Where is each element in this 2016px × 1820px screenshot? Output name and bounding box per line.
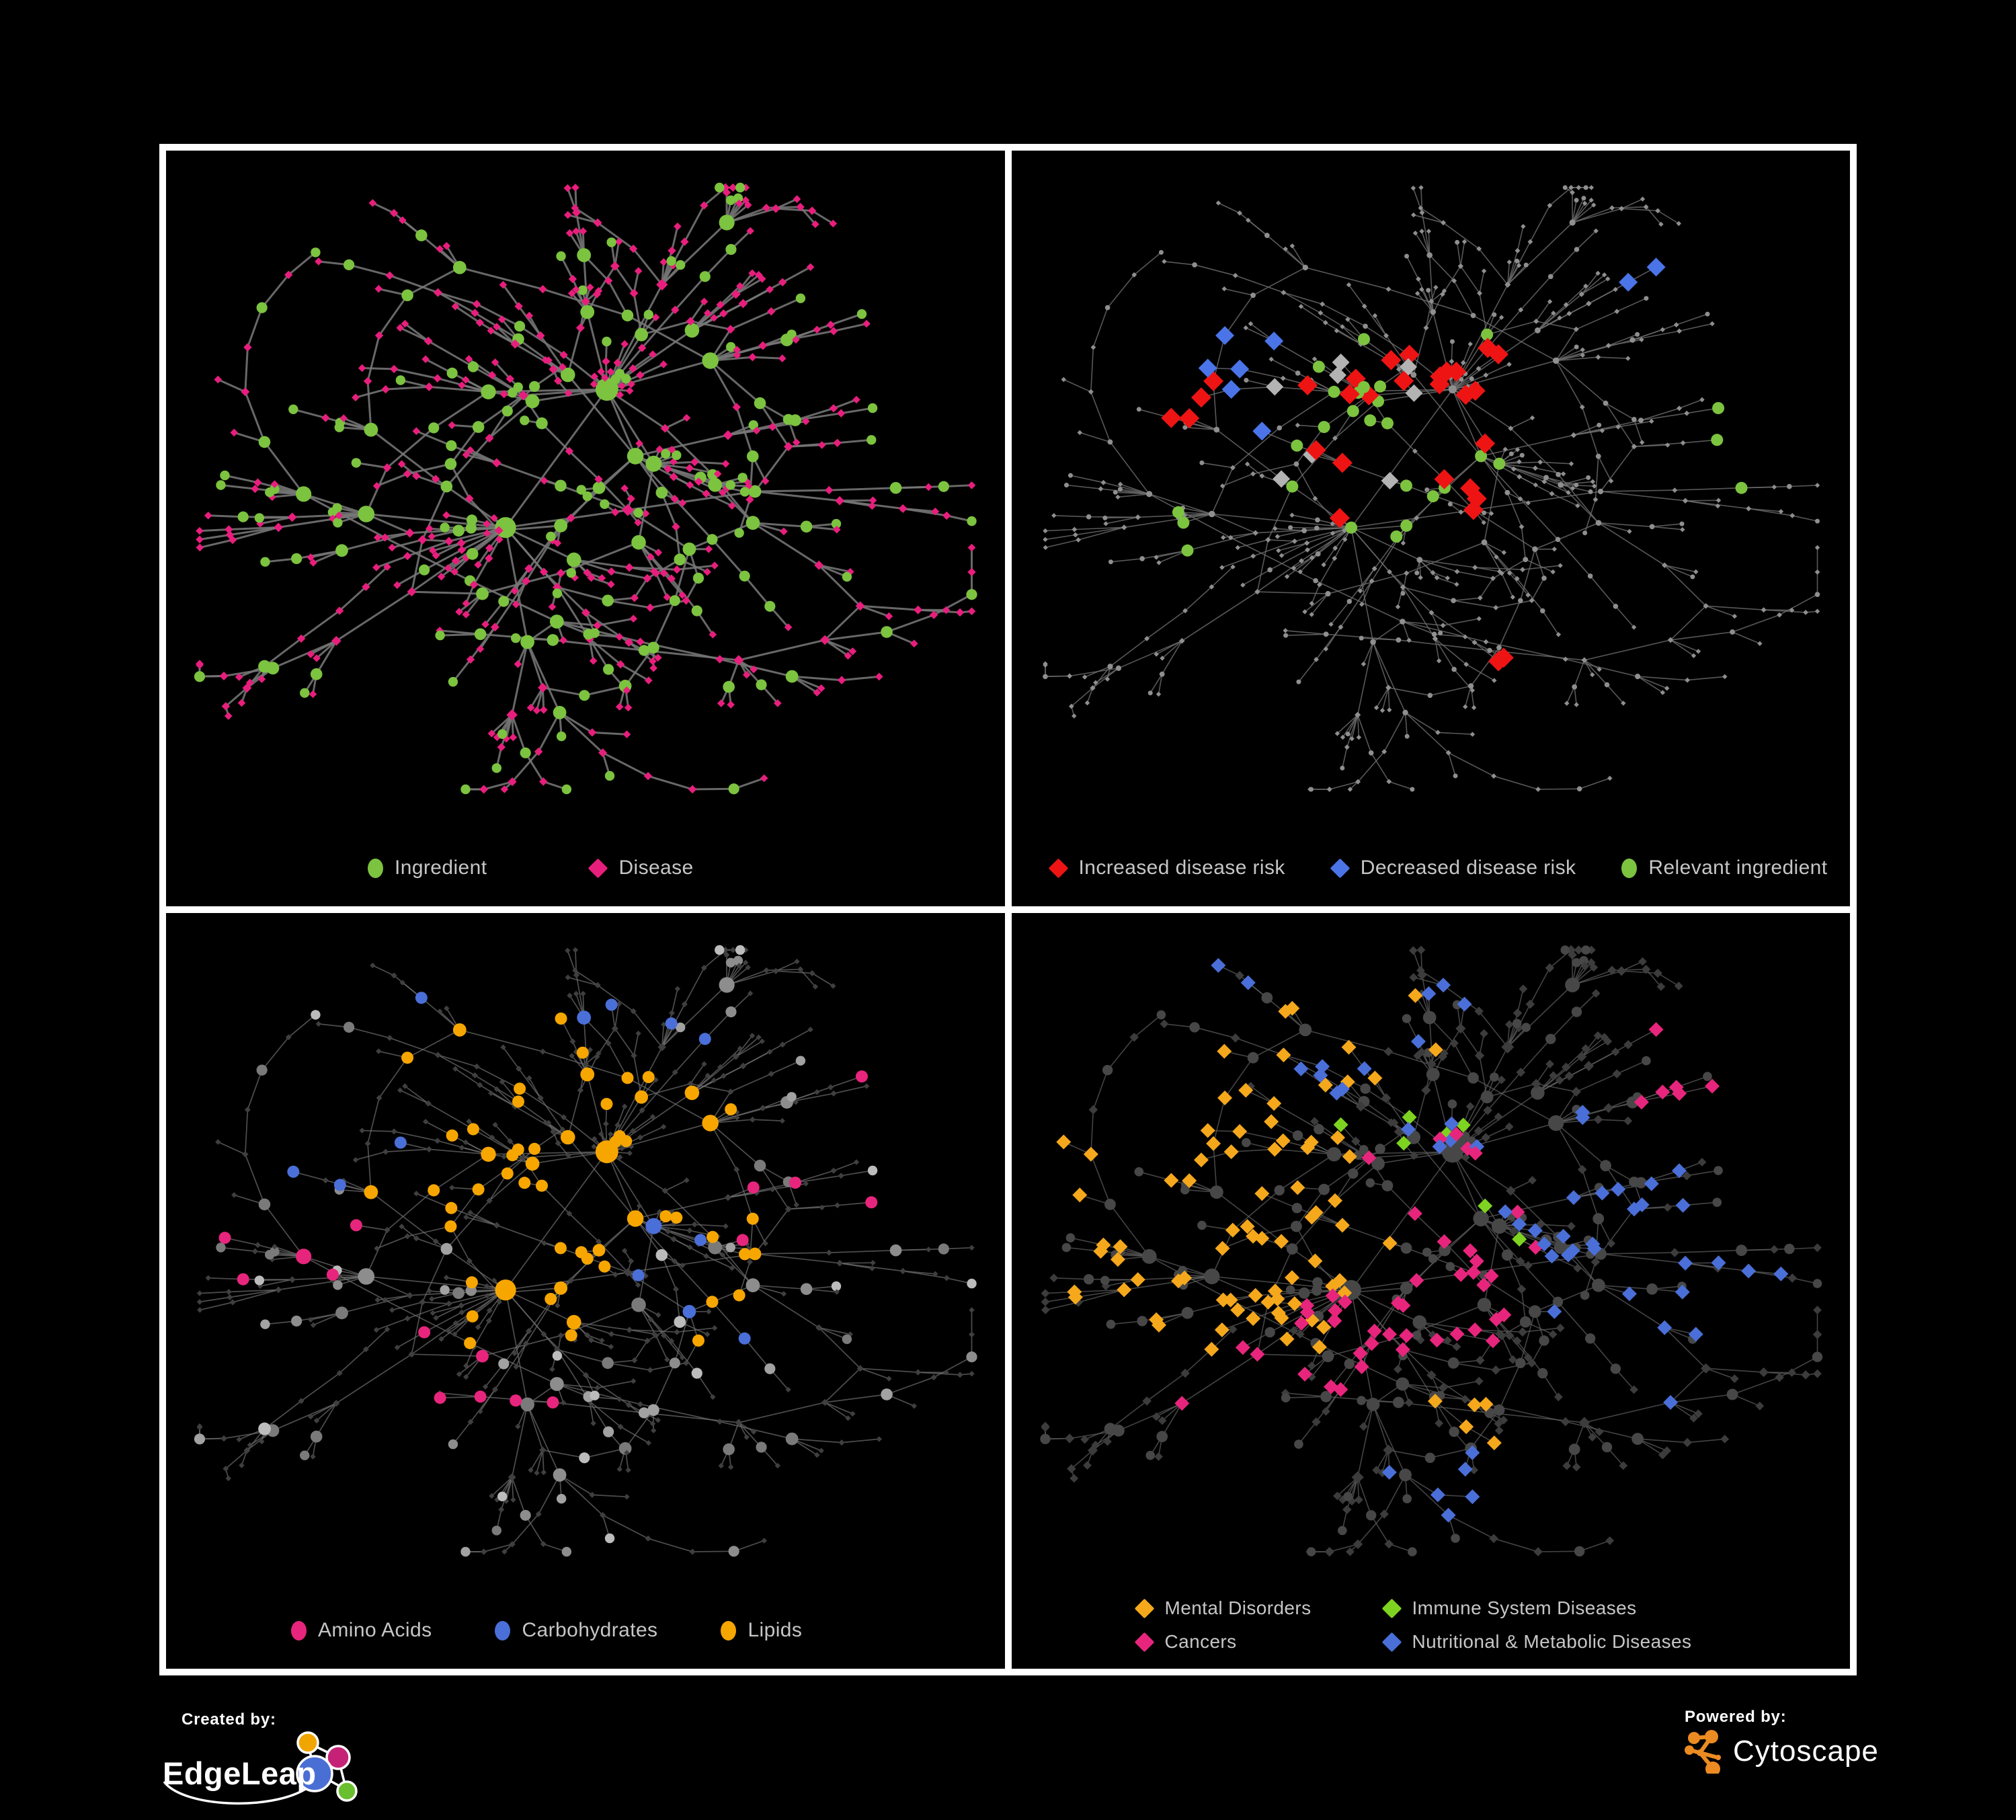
- legend-item: Increased disease risk: [1048, 857, 1285, 879]
- legend-item: Ingredient: [368, 857, 487, 879]
- legend-label: Mental Disorders: [1164, 1597, 1312, 1618]
- edgeleap-node-orange-icon: [296, 1731, 319, 1754]
- legend-marker-diamond: [1134, 1598, 1154, 1618]
- legend-item: Cancers: [1134, 1631, 1383, 1653]
- legend-label: Decreased disease risk: [1360, 857, 1576, 879]
- panel-disease-risk: Increased disease risk Decreased disease …: [1011, 151, 1851, 906]
- legend-disease-risk: Increased disease risk Decreased disease …: [1012, 857, 1851, 879]
- created-by-label: Created by:: [182, 1710, 276, 1729]
- legend-ingredient-classes: Amino Acids Carbohydrates Lipids: [166, 1619, 1005, 1642]
- network-graph-disease-risk: [1042, 185, 1820, 792]
- network-graph-disease-classes: [1039, 945, 1822, 1557]
- legend-item: Lipids: [721, 1619, 802, 1642]
- legend-item: Relevant ingredient: [1621, 857, 1827, 879]
- legend-label: Amino Acids: [318, 1619, 432, 1641]
- edgeleap-logo-text: EdgeLeap: [163, 1755, 317, 1791]
- legend-marker-diamond: [1048, 858, 1068, 878]
- legend-ingredient-disease: Ingredient Disease: [166, 857, 1005, 879]
- legend-marker-ellipse: [495, 1620, 511, 1640]
- powered-by-block: Powered by: Cytoscape: [1685, 1708, 1879, 1774]
- legend-label: Immune System Diseases: [1412, 1597, 1637, 1618]
- powered-by-label: Powered by:: [1685, 1708, 1787, 1726]
- cytoscape-logo-text: Cytoscape: [1733, 1735, 1879, 1768]
- legend-marker-diamond: [1134, 1632, 1154, 1652]
- panel-ingredient-classes: Amino Acids Carbohydrates Lipids: [166, 913, 1005, 1669]
- edgeleap-logo: EdgeLeap: [163, 1731, 358, 1805]
- edgeleap-node-blue-icon: [296, 1755, 333, 1792]
- network-graph-ingredient-classes: [194, 945, 977, 1557]
- legend-label: Ingredient: [395, 857, 487, 879]
- legend-item: Immune System Diseases: [1381, 1597, 1851, 1619]
- legend-marker-diamond: [588, 858, 608, 878]
- legend-label: Disease: [618, 857, 694, 879]
- legend-item: Disease: [588, 857, 694, 879]
- legend-marker-diamond: [1381, 1598, 1402, 1618]
- legend-label: Relevant ingredient: [1648, 857, 1828, 879]
- legend-marker-ellipse: [1621, 858, 1638, 878]
- legend-label: Nutritional & Metabolic Diseases: [1412, 1631, 1692, 1652]
- created-by-block: Created by: EdgeLeap: [161, 1710, 376, 1807]
- legend-item: Nutritional & Metabolic Diseases: [1381, 1631, 1851, 1653]
- legend-marker-ellipse: [368, 858, 383, 878]
- panel-grid: Ingredient Disease Increased disease risk…: [159, 144, 1857, 1675]
- edgeleap-node-green-icon: [336, 1780, 358, 1802]
- legend-label: Carbohydrates: [522, 1619, 658, 1641]
- legend-marker-diamond: [1381, 1632, 1402, 1652]
- legend-marker-ellipse: [291, 1620, 307, 1640]
- legend-label: Lipids: [748, 1619, 803, 1641]
- legend-disease-classes: Mental Disorders Immune System Diseases Ca…: [1012, 1597, 1851, 1653]
- legend-item: Decreased disease risk: [1330, 857, 1576, 879]
- legend-marker-diamond: [1330, 858, 1350, 878]
- legend-item: Mental Disorders: [1134, 1597, 1383, 1619]
- legend-item: Amino Acids: [291, 1619, 432, 1642]
- panel-ingredient-disease: Ingredient Disease: [166, 151, 1005, 906]
- legend-marker-ellipse: [721, 1620, 737, 1640]
- network-graph-ingredient-disease: [194, 182, 977, 795]
- legend-label: Cancers: [1164, 1631, 1237, 1652]
- panel-disease-classes: Mental Disorders Immune System Diseases Ca…: [1011, 913, 1851, 1669]
- edgeleap-swoosh: [163, 1780, 307, 1805]
- cytoscape-logo-icon: [1685, 1730, 1721, 1774]
- legend-label: Increased disease risk: [1078, 857, 1285, 879]
- edgeleap-node-magenta-icon: [325, 1745, 351, 1770]
- legend-item: Carbohydrates: [495, 1619, 657, 1642]
